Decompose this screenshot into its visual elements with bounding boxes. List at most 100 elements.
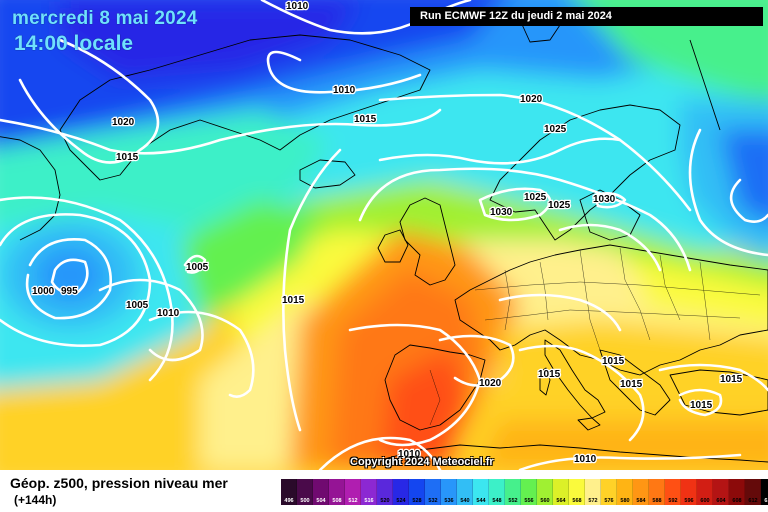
legend-swatch: 608	[729, 479, 745, 505]
isobar-label: 1025	[524, 192, 547, 203]
legend-swatch: 524	[393, 479, 409, 505]
legend-swatch-value: 536	[444, 498, 454, 504]
isobar-1020-alps	[498, 293, 622, 332]
legend-swatch: 544	[473, 479, 489, 505]
legend-swatch-value: 576	[604, 498, 614, 504]
legend-swatch-value: 528	[412, 498, 422, 504]
legend-swatch: 556	[521, 479, 537, 505]
legend-swatch-value: 532	[428, 498, 438, 504]
corsica-sardinia-coast	[539, 367, 551, 396]
legend-swatch-value: 512	[348, 498, 358, 504]
legend-swatch: 532	[425, 479, 441, 505]
legend-swatch: 592	[665, 479, 681, 505]
north-africa-coast	[379, 444, 768, 463]
legend-swatch-value: 604	[716, 498, 726, 504]
legend-swatch-value: 612	[748, 498, 758, 504]
legend-swatch-value: 500	[300, 498, 310, 504]
legend-swatch: 560	[537, 479, 553, 505]
legend-swatch: 528	[409, 479, 425, 505]
legend-swatch-value: 556	[524, 498, 534, 504]
iceland-coast	[299, 159, 356, 189]
legend-swatch-value: 580	[620, 498, 630, 504]
model-run-banner: Run ECMWF 12Z du jeudi 2 mai 2024	[410, 7, 763, 26]
legend-swatch: 536	[441, 479, 457, 505]
isobar-label: 1015	[282, 295, 305, 306]
legend-swatch: 504	[313, 479, 329, 505]
legend-swatch: 584	[633, 479, 649, 505]
isobar-low-east	[729, 178, 768, 223]
iberia-coast	[384, 344, 486, 431]
sicily-coast	[577, 417, 601, 431]
legend-swatch: 500	[297, 479, 313, 505]
isobar-1020-north	[18, 38, 160, 164]
legend-swatch-value: 496	[284, 498, 294, 504]
legend-swatch: 548	[489, 479, 505, 505]
country-borders	[429, 247, 761, 426]
baltic-coast	[579, 189, 641, 241]
isobar-995-low	[50, 258, 89, 295]
isobar-label: 1015	[690, 400, 713, 411]
forecast-date: mercredi 8 mai 2024	[12, 8, 198, 29]
isobar-label: 1020	[479, 378, 502, 389]
europe-mainland-coast	[454, 244, 768, 376]
legend-swatch-value: 524	[396, 498, 406, 504]
legend-swatch-value: 572	[588, 498, 598, 504]
isobar-1015-west	[0, 108, 442, 155]
isobar-label: 1010	[574, 454, 597, 465]
legend-swatch-value: 608	[732, 498, 742, 504]
turkey-coast	[669, 369, 768, 416]
legend-swatch: 600	[697, 479, 713, 505]
legend-swatch-value: 508	[332, 498, 342, 504]
isobar-label: 1015	[720, 374, 743, 385]
legend-swatch: 508	[329, 479, 345, 505]
isobar-1015-iberia	[348, 323, 482, 447]
north-america-coast	[0, 136, 61, 241]
isobar-label: 1020	[112, 117, 135, 128]
isobar-1015-east	[658, 363, 768, 392]
isobar-label: 1015	[354, 114, 377, 125]
legend-swatch: 568	[569, 479, 585, 505]
isobar-1010-south	[318, 436, 442, 470]
copyright-notice: Copyright 2024 Meteociel.fr	[350, 456, 494, 468]
isobar-1030-high	[478, 187, 552, 222]
isobar-1010-low	[0, 196, 174, 382]
legend-subtitle: (+144h)	[14, 493, 57, 507]
legend-swatch-value: 540	[460, 498, 470, 504]
forecast-time: 14:00 locale	[14, 32, 134, 55]
legend-swatch-value: 568	[572, 498, 582, 504]
legend-swatch: 596	[681, 479, 697, 505]
legend-swatch-value: 588	[652, 498, 662, 504]
legend-swatch: 576	[601, 479, 617, 505]
legend-swatch-value: 600	[700, 498, 710, 504]
legend-title: Géop. z500, pression niveau mer	[10, 475, 228, 491]
isobar-label: 1020	[520, 94, 543, 105]
isobar-label: 1010	[333, 85, 356, 96]
isobar-label: 1015	[116, 152, 139, 163]
isobar-label: 1030	[593, 194, 616, 205]
isobar-1020-biscay	[438, 334, 515, 387]
isobar-1010-greenland	[266, 50, 422, 94]
isobar-label: 1015	[538, 369, 561, 380]
legend-swatch: 552	[505, 479, 521, 505]
isobar-1020-arc	[378, 93, 692, 212]
isobar-low-east-2	[688, 128, 768, 257]
legend-swatch: 520	[377, 479, 393, 505]
isobar-label: 1025	[544, 124, 567, 135]
legend-swatch-value: 564	[556, 498, 566, 504]
legend-swatch-value: 548	[492, 498, 502, 504]
isobar-label: 1025	[548, 200, 571, 211]
isobar-label: 1015	[620, 379, 643, 390]
isobar-1025-outer	[358, 167, 692, 272]
isobar-1010-africa	[518, 453, 742, 470]
legend-swatch: 516	[361, 479, 377, 505]
novaya-zemlya-coast	[689, 39, 721, 131]
greenland-coast	[59, 34, 431, 181]
legend-swatch-value: 516	[364, 498, 374, 504]
isobar-1015-greece	[678, 388, 723, 417]
coastlines	[0, 14, 768, 463]
isobar-1030-high-2	[593, 192, 627, 209]
isobar-label: 1000	[32, 286, 55, 297]
legend-swatch: 512	[345, 479, 361, 505]
isobar-lines	[0, 0, 768, 470]
